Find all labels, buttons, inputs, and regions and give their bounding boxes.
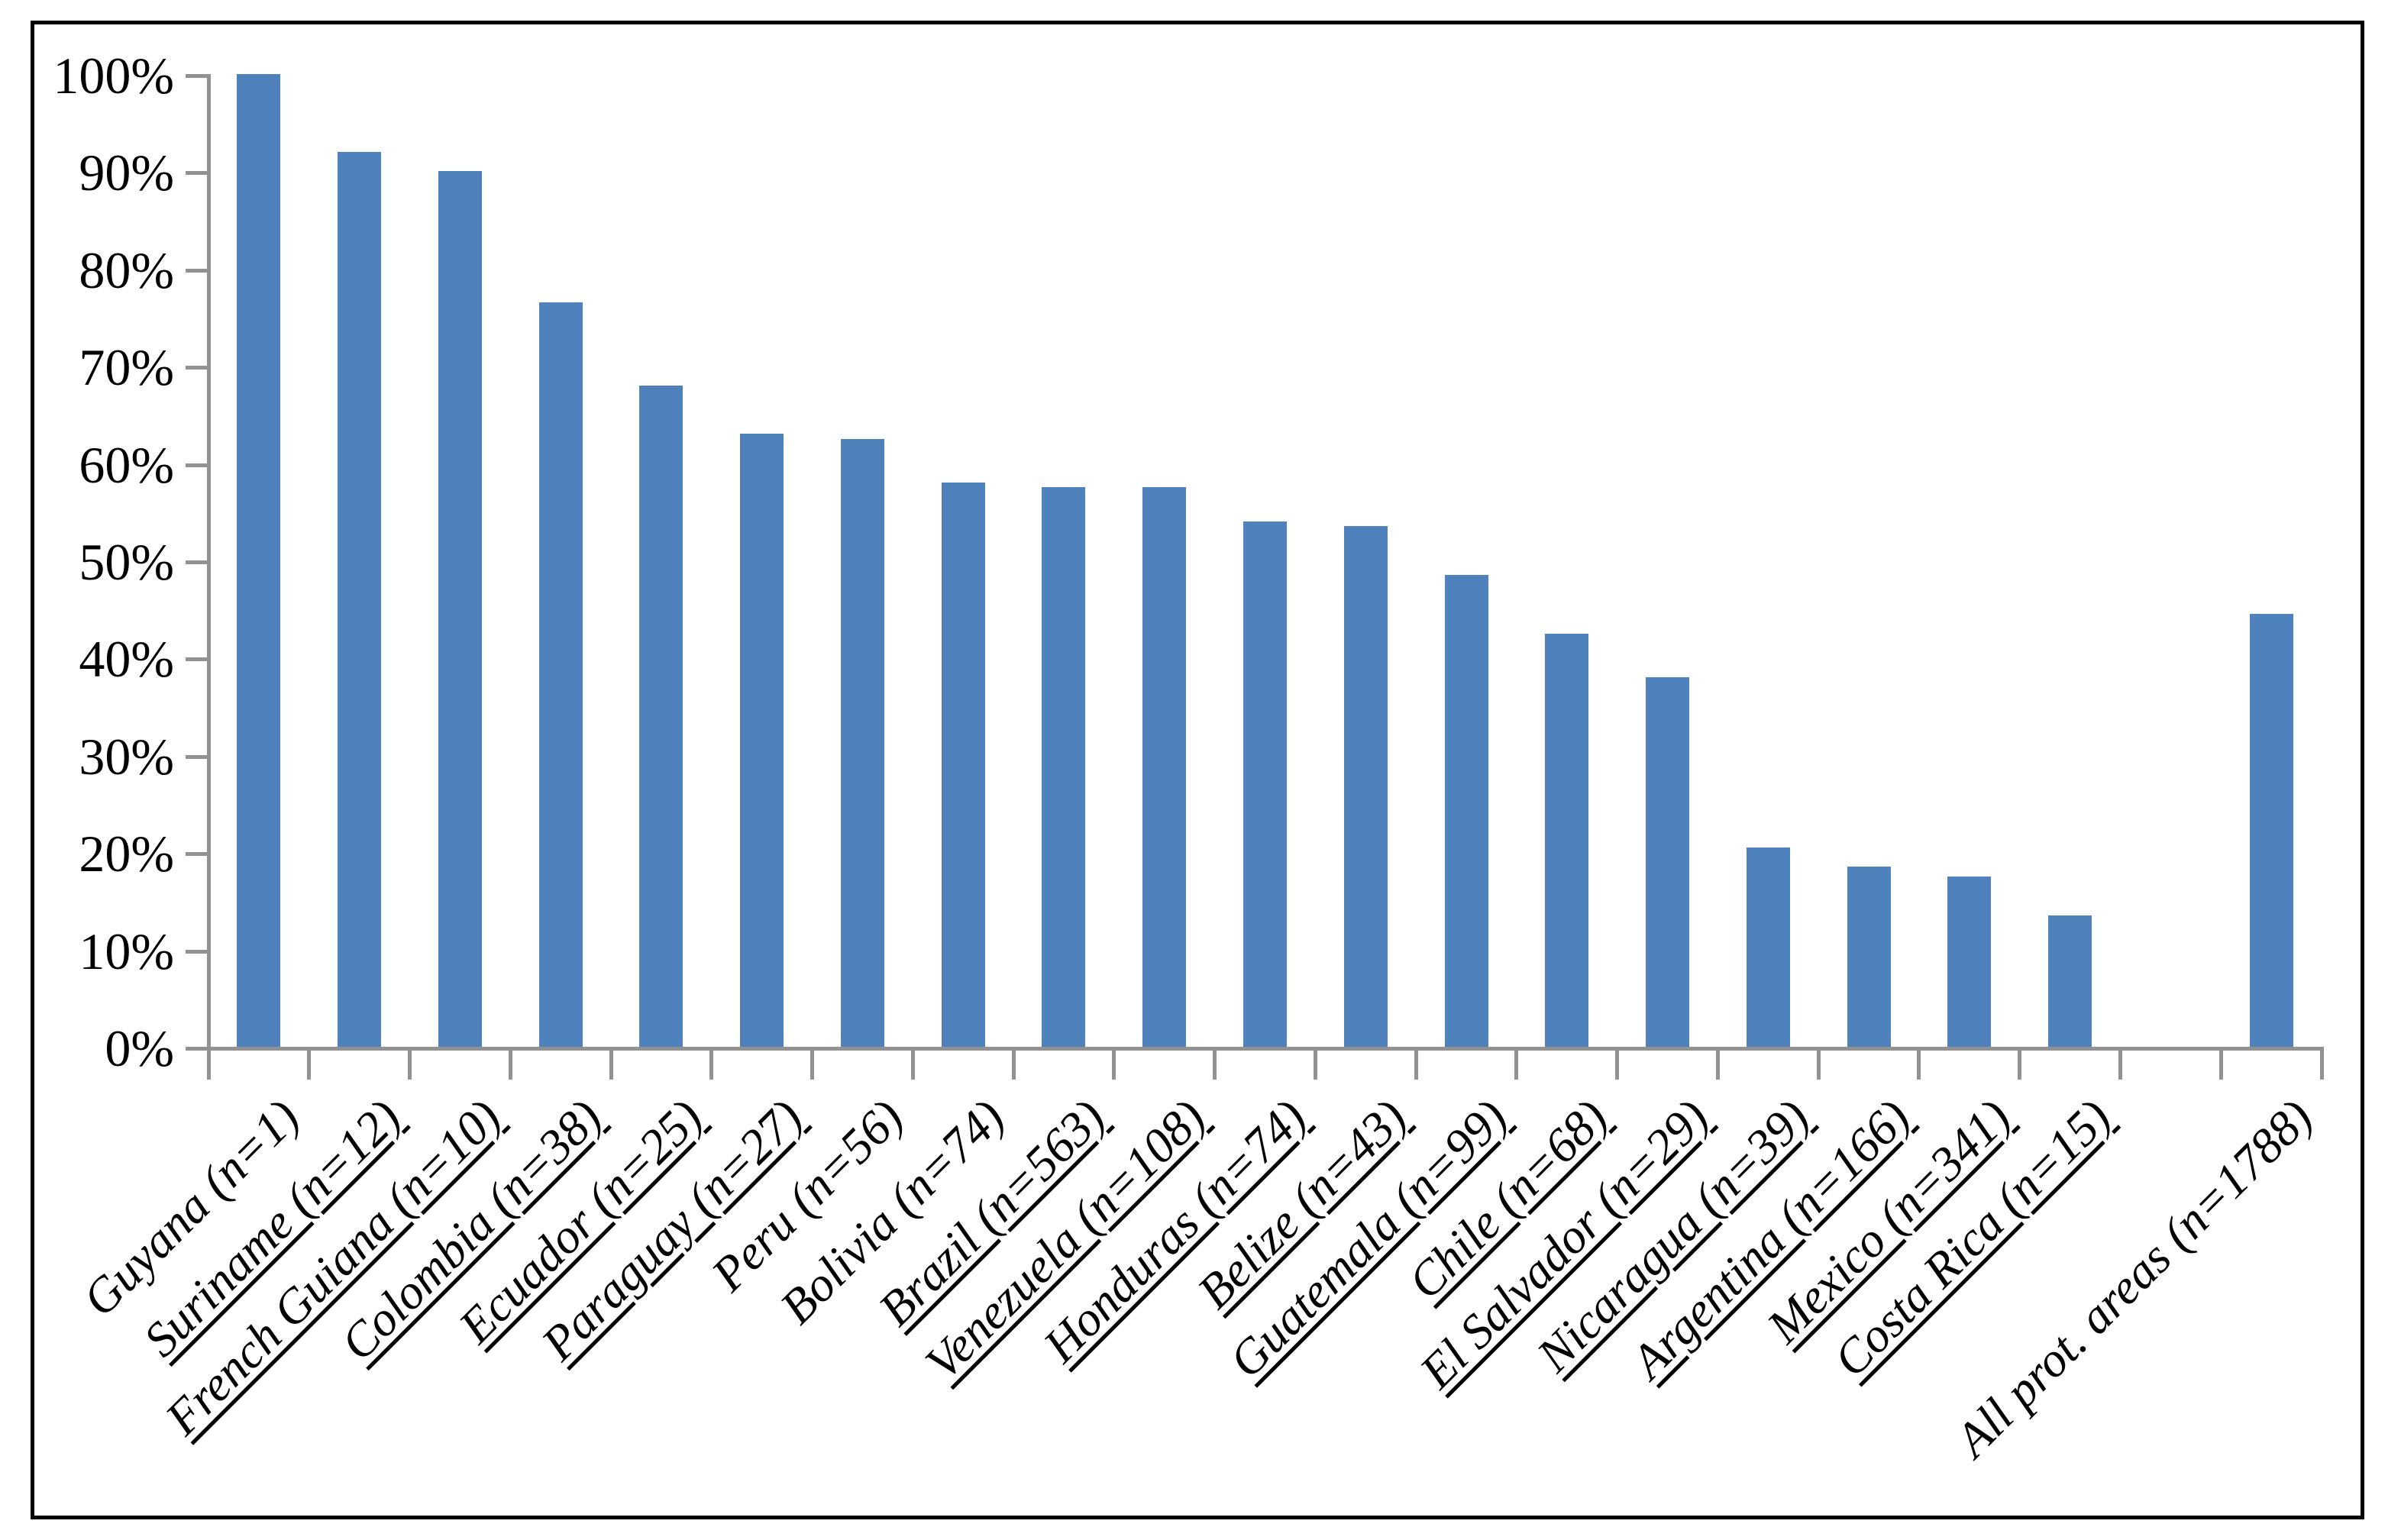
bar — [941, 483, 985, 1047]
x-axis-tick — [206, 1047, 211, 1080]
x-axis-tick — [609, 1047, 613, 1080]
x-axis-tick — [1514, 1047, 1519, 1080]
y-axis-label: 100% — [53, 47, 174, 105]
x-axis-tick — [2218, 1047, 2223, 1080]
y-axis-label: 60% — [79, 435, 174, 494]
chart-outer-border — [31, 21, 2364, 1519]
x-axis-tick — [2319, 1047, 2324, 1080]
y-axis-tick — [186, 754, 207, 759]
bar — [1746, 847, 1790, 1047]
bar — [2249, 614, 2293, 1047]
x-axis-tick — [1715, 1047, 1720, 1080]
y-axis-tick — [186, 463, 207, 467]
x-axis-tick — [1615, 1047, 1620, 1080]
x-axis-tick — [810, 1047, 815, 1080]
x-axis-tick — [1816, 1047, 1821, 1080]
bar — [1042, 487, 1086, 1047]
x-axis-tick — [408, 1047, 412, 1080]
y-axis-label: 80% — [79, 241, 174, 299]
bar — [1847, 867, 1891, 1047]
x-axis-tick — [1011, 1047, 1016, 1080]
bar — [1444, 575, 1488, 1047]
bar — [1343, 526, 1388, 1047]
y-axis-label: 40% — [79, 630, 174, 689]
y-axis-tick — [186, 852, 207, 857]
bar — [2048, 915, 2092, 1047]
bar — [237, 74, 281, 1047]
y-axis-label: 30% — [79, 727, 174, 786]
bar — [338, 151, 382, 1047]
x-axis-tick — [1213, 1047, 1217, 1080]
y-axis-tick — [186, 949, 207, 954]
bar — [1545, 633, 1589, 1047]
x-axis-line — [207, 1047, 2324, 1051]
bar — [840, 438, 884, 1047]
x-axis-tick — [1112, 1047, 1116, 1080]
x-axis-tick — [1313, 1047, 1317, 1080]
bar — [1243, 521, 1287, 1047]
bar — [538, 302, 583, 1047]
y-axis-tick — [186, 268, 207, 273]
bar — [740, 434, 784, 1047]
bar — [1646, 676, 1690, 1047]
y-axis-line — [207, 74, 211, 1051]
y-axis-label: 0% — [105, 1019, 174, 1077]
y-axis-label: 90% — [79, 144, 174, 202]
y-axis-tick — [186, 366, 207, 370]
y-axis-label: 10% — [79, 922, 174, 980]
y-axis-label: 20% — [79, 825, 174, 883]
x-axis-tick — [910, 1047, 915, 1080]
y-axis-tick — [186, 560, 207, 564]
x-axis-tick — [508, 1047, 512, 1080]
y-axis-tick — [186, 74, 207, 78]
y-axis-tick — [186, 171, 207, 176]
bar — [1947, 877, 1992, 1047]
y-axis-label: 70% — [79, 338, 174, 397]
y-axis-tick — [186, 1047, 207, 1051]
y-axis-label: 50% — [79, 533, 174, 591]
bar — [1142, 487, 1187, 1047]
x-axis-tick — [1414, 1047, 1418, 1080]
x-axis-tick — [1917, 1047, 1921, 1080]
x-axis-tick — [709, 1047, 714, 1080]
x-axis-tick — [2118, 1047, 2122, 1080]
bar — [639, 385, 683, 1047]
x-axis-tick — [2018, 1047, 2022, 1080]
y-axis-tick — [186, 657, 207, 662]
x-axis-tick — [307, 1047, 312, 1080]
bar — [438, 171, 482, 1047]
